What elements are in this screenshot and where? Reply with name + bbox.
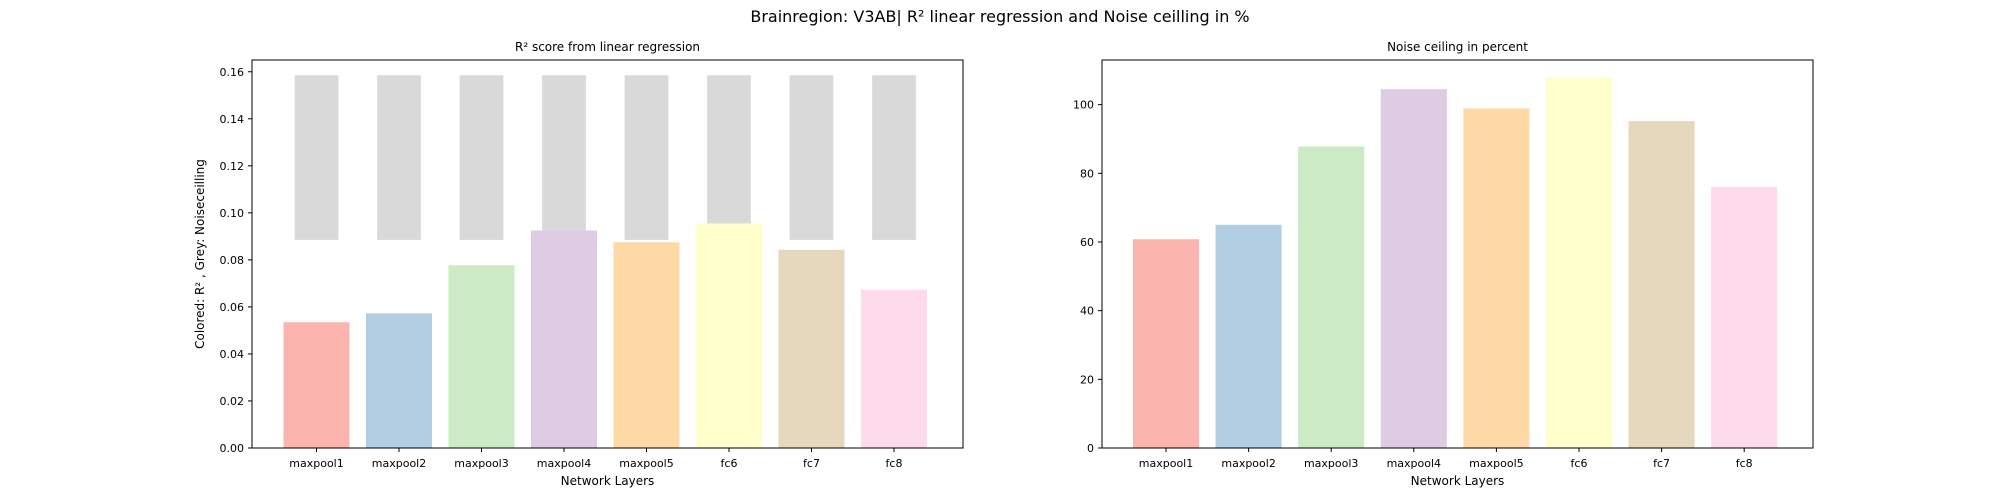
x-axis: maxpool1 maxpool2 maxpool3 maxpool4 maxpool5… xyxy=(1139,448,1753,470)
bar-fc8 xyxy=(1711,187,1778,448)
bar-maxpool5 xyxy=(613,242,680,448)
chart-title: Noise ceiling in percent xyxy=(1387,40,1528,54)
noise-ceiling-bar-fc7 xyxy=(789,75,834,240)
y-axis: 0 20 40 60 80 100 xyxy=(1073,99,1102,455)
bar-fc7 xyxy=(778,249,845,448)
x-tick-label: fc6 xyxy=(721,457,738,470)
noise-ceiling-percent-bars xyxy=(1132,77,1778,449)
x-tick-label: fc8 xyxy=(1736,457,1753,470)
y-tick-label: 0.04 xyxy=(220,348,245,361)
axes-frame xyxy=(251,59,964,449)
y-tick-label: 80 xyxy=(1080,167,1094,180)
bar-fc8 xyxy=(861,289,927,448)
x-tick-label: fc7 xyxy=(1653,457,1670,470)
bar-maxpool1 xyxy=(1132,239,1200,448)
y-tick-label: 60 xyxy=(1080,236,1094,249)
y-axis: 0.00 0.02 0.04 0.06 0.08 0.10 0.12 0.14 0.16 xyxy=(220,66,252,455)
x-tick-label: fc8 xyxy=(886,457,903,470)
chart-title: R² score from linear regression xyxy=(515,40,700,54)
y-tick-label: 0.08 xyxy=(220,254,245,267)
chart-r2-score: R² score from linear regression 0.00 0.02… xyxy=(193,40,964,488)
bar-maxpool5 xyxy=(1463,108,1530,449)
x-tick-label: maxpool3 xyxy=(454,457,508,470)
x-tick-label: fc7 xyxy=(803,457,820,470)
noise-ceiling-bar-maxpool1 xyxy=(294,75,339,240)
x-tick-label: maxpool2 xyxy=(372,457,426,470)
noise-ceiling-bars xyxy=(294,75,916,240)
bar-fc7 xyxy=(1628,121,1695,448)
x-tick-label: maxpool4 xyxy=(537,457,591,470)
noise-ceiling-bar-maxpool3 xyxy=(459,75,504,240)
bar-fc6 xyxy=(1545,77,1613,448)
y-tick-label: 0.10 xyxy=(220,207,245,220)
y-tick-label: 100 xyxy=(1073,99,1094,112)
noise-ceiling-bar-maxpool4 xyxy=(542,75,586,240)
x-axis-label: Network Layers xyxy=(561,474,655,488)
x-tick-label: maxpool5 xyxy=(619,457,673,470)
figure-title: Brainregion: V3AB| R² linear regression … xyxy=(750,7,1250,26)
bar-maxpool1 xyxy=(283,322,350,448)
noise-ceiling-bar-fc8 xyxy=(872,75,916,240)
y-tick-label: 0.00 xyxy=(220,442,245,455)
y-tick-label: 0.02 xyxy=(220,395,245,408)
x-axis: maxpool1 maxpool2 maxpool3 maxpool4 maxpool5… xyxy=(289,448,902,470)
x-tick-label: maxpool2 xyxy=(1221,457,1275,470)
x-tick-label: maxpool5 xyxy=(1469,457,1523,470)
x-tick-label: maxpool4 xyxy=(1387,457,1441,470)
axes-frame xyxy=(1101,59,1814,449)
y-tick-label: 0.16 xyxy=(220,66,245,79)
y-tick-label: 0 xyxy=(1087,442,1094,455)
bar-maxpool3 xyxy=(1298,146,1365,448)
y-tick-label: 0.14 xyxy=(220,113,245,126)
x-tick-label: maxpool3 xyxy=(1304,457,1358,470)
bar-maxpool2 xyxy=(1215,224,1282,448)
noise-ceiling-bar-maxpool5 xyxy=(624,75,669,240)
noise-ceiling-bar-maxpool2 xyxy=(377,75,421,240)
bar-maxpool4 xyxy=(1380,89,1447,448)
y-tick-label: 0.06 xyxy=(220,301,245,314)
noise-ceiling-bar-fc6 xyxy=(707,75,751,240)
r2-bars xyxy=(283,223,927,448)
x-tick-label: maxpool1 xyxy=(1139,457,1193,470)
y-tick-label: 0.12 xyxy=(220,160,245,173)
y-axis-label: Colored: R² , Grey: Noiseceilling xyxy=(193,159,207,349)
chart-noise-ceiling-percent: Noise ceiling in percent 0 20 40 60 80 100 ma… xyxy=(1073,40,1814,488)
bar-maxpool3 xyxy=(448,265,515,448)
bar-fc6 xyxy=(696,223,762,448)
x-axis-label: Network Layers xyxy=(1411,474,1505,488)
x-tick-label: maxpool1 xyxy=(289,457,343,470)
x-tick-label: fc6 xyxy=(1571,457,1588,470)
y-tick-label: 20 xyxy=(1080,373,1094,386)
bar-maxpool2 xyxy=(366,313,432,448)
bar-maxpool4 xyxy=(531,230,597,448)
y-tick-label: 40 xyxy=(1080,305,1094,318)
